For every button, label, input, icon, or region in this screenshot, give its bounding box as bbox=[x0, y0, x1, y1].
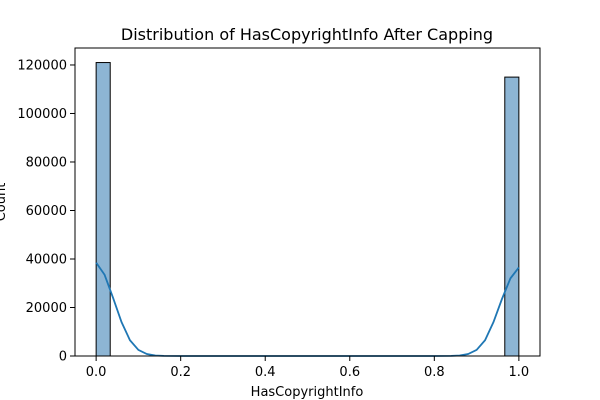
y-tick-label: 100000 bbox=[17, 107, 67, 122]
y-tick-label: 20000 bbox=[26, 301, 67, 316]
plot-frame bbox=[74, 47, 541, 357]
histogram-bar-0 bbox=[95, 62, 111, 357]
x-axis-ticks: 0.0 0.2 0.4 0.6 0.8 1.0 bbox=[86, 356, 529, 380]
histogram-bars bbox=[95, 62, 520, 357]
y-axis-label: Count bbox=[0, 183, 9, 222]
kde-line bbox=[95, 262, 520, 357]
x-axis-label: HasCopyrightInfo bbox=[251, 385, 364, 400]
y-tick-label: 60000 bbox=[26, 204, 67, 219]
y-tick-label: 80000 bbox=[26, 155, 67, 170]
x-tick-label: 0.6 bbox=[339, 365, 360, 380]
chart-title: Distribution of HasCopyrightInfo After C… bbox=[121, 25, 493, 44]
y-tick-label: 0 bbox=[59, 350, 67, 365]
x-tick-label: 0.2 bbox=[170, 365, 191, 380]
x-tick-label: 1.0 bbox=[509, 365, 530, 380]
x-tick-label: 0.0 bbox=[86, 365, 107, 380]
x-tick-label: 0.4 bbox=[255, 365, 276, 380]
histogram-bar-1 bbox=[504, 76, 520, 357]
y-tick-label: 40000 bbox=[26, 252, 67, 267]
y-tick-label: 120000 bbox=[17, 58, 67, 73]
y-axis-ticks: 0 20000 40000 60000 80000 100000 120000 bbox=[17, 58, 75, 365]
x-tick-label: 0.8 bbox=[424, 365, 445, 380]
